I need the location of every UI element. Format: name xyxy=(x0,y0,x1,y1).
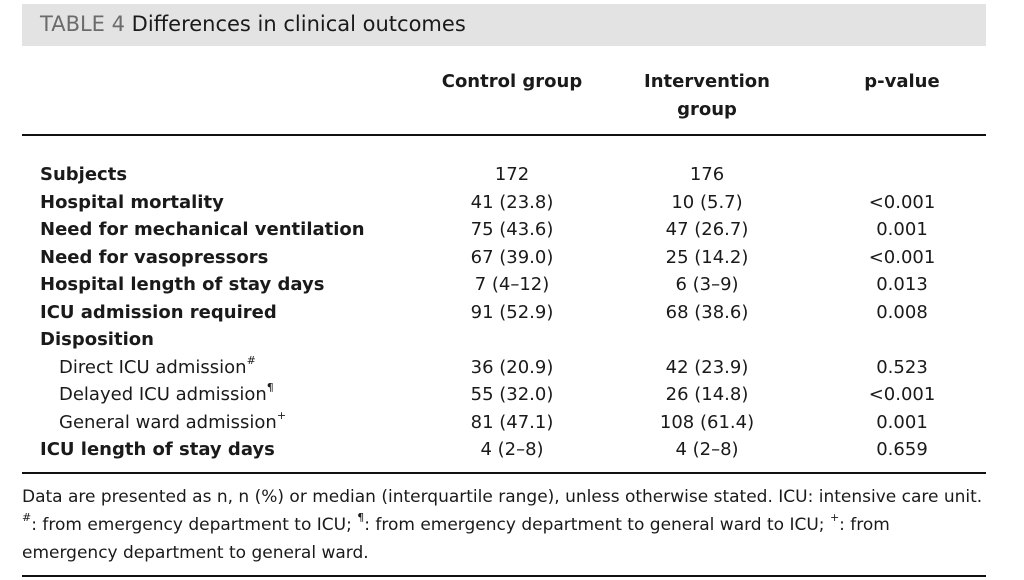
footnote-mark-hash: # xyxy=(22,511,32,525)
row-label: Hospital length of stay days xyxy=(40,271,324,298)
control-cell: 55 (32.0) xyxy=(470,384,554,405)
table-row: Direct ICU admission# 36 (20.9) 42 (23.9) 0… xyxy=(0,354,1024,381)
table-number: TABLE 4 xyxy=(40,12,125,36)
row-label-text: Subjects xyxy=(40,164,128,185)
row-label-text: Delayed ICU admission xyxy=(59,384,267,405)
column-header-pvalue: p-value xyxy=(864,71,940,92)
pvalue-cell: 0.523 xyxy=(876,356,928,378)
intervention-cell: 4 (2–8) xyxy=(675,439,739,460)
row-label-text: Hospital mortality xyxy=(40,191,224,213)
footnote-text-4: : from emergency department to general w… xyxy=(22,515,890,563)
row-label-text: Hospital length of stay days xyxy=(40,274,325,295)
intervention-cell: 6 (3–9) xyxy=(675,274,739,295)
control-cell: 172 xyxy=(494,164,530,185)
row-footnote-mark: ¶ xyxy=(266,381,274,394)
intervention-cell: 10 (5.7) xyxy=(671,191,743,213)
row-label-text: ICU admission required xyxy=(40,301,277,323)
row-footnote-mark: # xyxy=(246,353,256,367)
column-header-control: Control group xyxy=(441,71,583,92)
body-bottom-rule xyxy=(22,472,986,474)
table-title: TABLE 4 Differences in clinical outcomes xyxy=(40,12,466,36)
footnote-mark-plus: + xyxy=(829,511,840,525)
table-caption: Differences in clinical outcomes xyxy=(131,12,466,36)
row-label: Disposition xyxy=(40,326,154,353)
row-label: ICU admission required xyxy=(40,299,277,326)
row-label-text: Direct ICU admission xyxy=(59,356,247,378)
row-label: Delayed ICU admission¶ xyxy=(59,381,274,408)
column-header-intervention-line1: Intervention xyxy=(644,71,770,92)
table-title-bar: TABLE 4 Differences in clinical outcomes xyxy=(22,4,986,46)
row-label-text: Need for vasopressors xyxy=(40,246,269,268)
footnote-text-2: : from emergency department to ICU; xyxy=(31,515,358,535)
table-row: Need for mechanical ventilation 75 (43.6)… xyxy=(0,216,1024,243)
intervention-cell: 47 (26.7) xyxy=(665,219,749,240)
table-row: Disposition xyxy=(0,326,1024,353)
intervention-cell: 26 (14.8) xyxy=(665,384,749,405)
table-row: Need for vasopressors 67 (39.0) 25 (14.2) <… xyxy=(0,244,1024,271)
footnote-text-1: Data are presented as n, n (%) or median… xyxy=(22,487,983,507)
pvalue-cell: 0.001 xyxy=(876,411,928,433)
header-rule xyxy=(22,134,986,136)
pvalue-cell: <0.001 xyxy=(868,191,936,213)
intervention-cell: 42 (23.9) xyxy=(665,356,749,378)
row-label: Hospital mortality xyxy=(40,189,224,216)
pvalue-cell: 0.659 xyxy=(876,439,928,460)
control-cell: 36 (20.9) xyxy=(470,356,554,378)
row-label-text: Disposition xyxy=(40,329,154,350)
row-footnote-mark: + xyxy=(276,408,287,422)
row-label-text: General ward admission xyxy=(59,411,277,433)
control-cell: 41 (23.8) xyxy=(470,191,554,213)
pvalue-cell: <0.001 xyxy=(868,246,936,268)
control-cell: 91 (52.9) xyxy=(470,301,554,323)
table-row: Hospital mortality 41 (23.8) 10 (5.7) <0.00… xyxy=(0,189,1024,216)
intervention-cell: 176 xyxy=(689,164,725,185)
footnote-text-3: : from emergency department to general w… xyxy=(364,515,830,535)
row-label-text: Need for mechanical ventilation xyxy=(40,219,365,240)
row-label: Subjects xyxy=(40,161,127,188)
pvalue-cell: <0.001 xyxy=(868,384,936,405)
table-row: General ward admission+ 81 (47.1) 108 (61.… xyxy=(0,409,1024,436)
column-header-intervention: Intervention group xyxy=(627,68,787,124)
row-label: General ward admission+ xyxy=(59,409,286,436)
row-label: ICU length of stay days xyxy=(40,436,275,463)
table-row: Subjects 172 176 xyxy=(0,161,1024,188)
table-row: Hospital length of stay days 7 (4–12) 6 (3… xyxy=(0,271,1024,298)
table-row: Delayed ICU admission¶ 55 (32.0) 26 (14.8)… xyxy=(0,381,1024,408)
row-label: Direct ICU admission# xyxy=(59,354,256,381)
pvalue-cell: 0.008 xyxy=(876,301,928,323)
intervention-cell: 108 (61.4) xyxy=(659,411,755,433)
table-footnote: Data are presented as n, n (%) or median… xyxy=(22,483,988,567)
pvalue-cell: 0.013 xyxy=(876,274,928,295)
row-label-text: ICU length of stay days xyxy=(40,439,275,460)
row-label: Need for mechanical ventilation xyxy=(40,216,365,243)
control-cell: 67 (39.0) xyxy=(470,246,554,268)
pvalue-cell: 0.001 xyxy=(876,219,928,240)
control-cell: 75 (43.6) xyxy=(470,219,554,240)
control-cell: 7 (4–12) xyxy=(474,274,550,295)
control-cell: 81 (47.1) xyxy=(470,411,554,433)
intervention-cell: 68 (38.6) xyxy=(665,301,749,323)
table-row: ICU length of stay days 4 (2–8) 4 (2–8) 0.6… xyxy=(0,436,1024,463)
column-header-intervention-line2: group xyxy=(677,99,737,120)
footnote-mark-pilcrow: ¶ xyxy=(357,511,365,525)
row-label: Need for vasopressors xyxy=(40,244,268,271)
footnote-bottom-rule xyxy=(22,575,986,577)
control-cell: 4 (2–8) xyxy=(480,439,544,460)
intervention-cell: 25 (14.2) xyxy=(665,246,749,268)
table-row: ICU admission required 91 (52.9) 68 (38.6)… xyxy=(0,299,1024,326)
